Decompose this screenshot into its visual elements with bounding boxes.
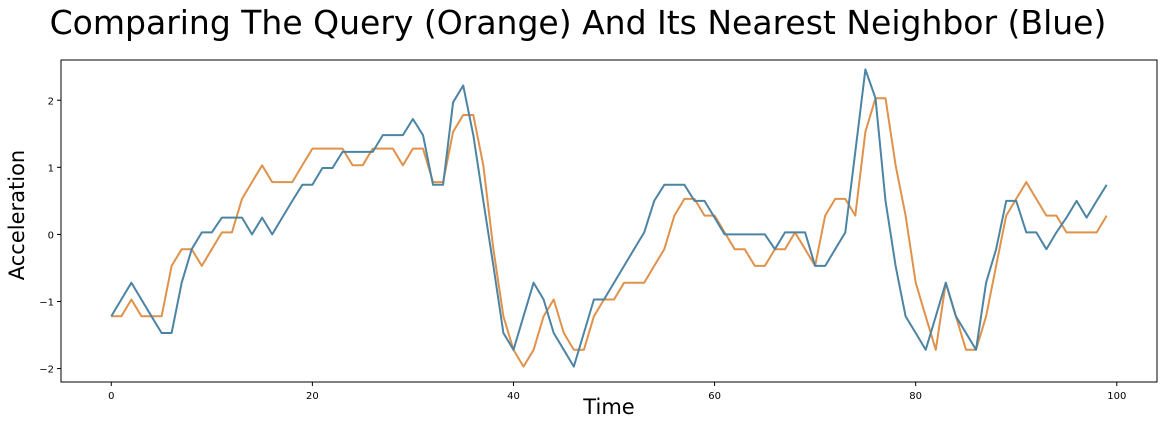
plot-frame (60, 59, 1158, 383)
y-tick-label: 2 (48, 96, 54, 107)
x-tick-label: 100 (1107, 391, 1126, 402)
y-tick-label: −2 (39, 365, 54, 376)
y-tick-label: 1 (48, 163, 54, 174)
x-tick-label: 0 (108, 391, 114, 402)
y-tick-label: −1 (39, 298, 54, 309)
plot-area (60, 59, 1158, 383)
x-axis-label: Time (582, 395, 634, 419)
y-axis-label: Acceleration (5, 150, 29, 281)
y-axis: −2 −1 0 1 2 (39, 96, 61, 376)
series-line-2 (110, 68, 1108, 368)
series-group (110, 68, 1108, 368)
x-axis: 0 20 40 60 80 100 (108, 382, 1126, 402)
y-tick-label: 0 (48, 230, 54, 241)
series-line-1 (111, 97, 1108, 368)
x-tick-label: 60 (708, 391, 721, 402)
x-tick-label: 20 (306, 391, 319, 402)
x-tick-label: 40 (507, 391, 520, 402)
x-tick-label: 80 (909, 391, 922, 402)
chart-title: Comparing The Query (Orange) And Its Nea… (50, 3, 1107, 42)
